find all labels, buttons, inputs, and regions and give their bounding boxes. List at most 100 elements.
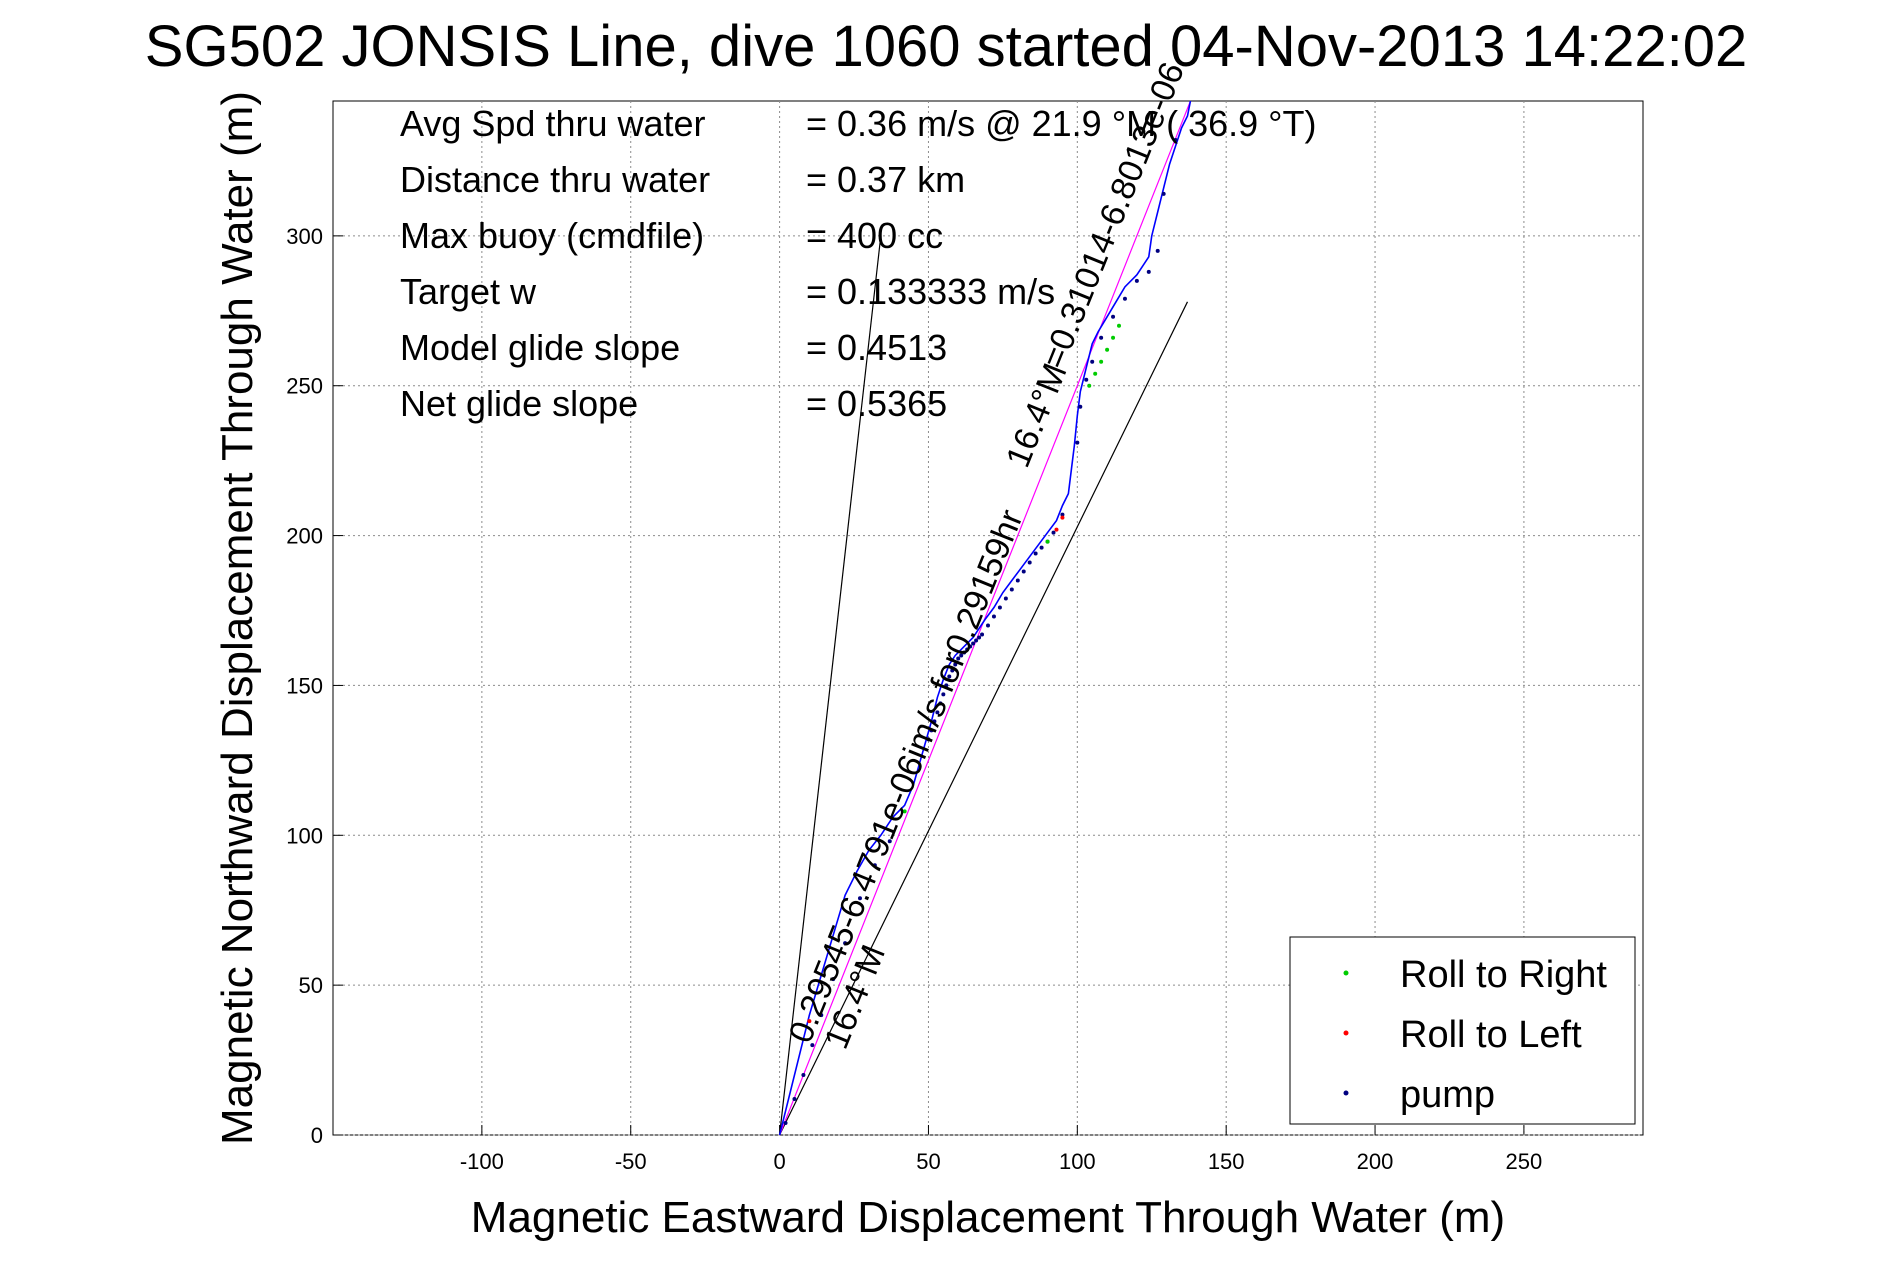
pump-point (1146, 269, 1151, 274)
y-tick-label: 200 (286, 524, 323, 549)
x-tick-label: 50 (916, 1149, 940, 1174)
info-value: = 0.133333 m/s (806, 271, 1055, 312)
info-value: = 0.37 km (806, 159, 965, 200)
x-axis-label: Magnetic Eastward Displacement Through W… (471, 1193, 1505, 1242)
pump-point (887, 839, 892, 844)
pump-point (980, 632, 985, 637)
pump-point (1075, 440, 1080, 445)
pump-point (1051, 530, 1056, 535)
pump-point (1155, 248, 1160, 253)
legend-marker (1343, 970, 1349, 976)
legend-label: Roll to Right (1400, 954, 1607, 996)
pump-point (968, 644, 973, 649)
pump-point (947, 674, 952, 679)
pump-point (938, 701, 943, 706)
chart-title: SG502 JONSIS Line, dive 1060 started 04-… (145, 14, 1747, 79)
y-axis-label: Magnetic Northward Displacement Through … (213, 91, 262, 1145)
pump-point (929, 728, 934, 733)
tick-labels: -100 -50 0 50 100 150 200 250 0 50 100 150 200 250 300 (286, 224, 1542, 1174)
dive-heading-line (779, 100, 1192, 1136)
roll-right-point (1111, 335, 1116, 340)
pump-point (974, 638, 979, 643)
pump-point (857, 896, 862, 901)
pump-point (819, 1013, 824, 1018)
info-panel: Avg Spd thru water = 0.36 m/s @ 21.9 °M (… (400, 103, 1317, 424)
x-tick-label: 150 (1208, 1149, 1245, 1174)
pump-point (1003, 596, 1008, 601)
info-label: Model glide slope (400, 327, 680, 368)
pump-point (1134, 278, 1139, 283)
pump-point (783, 1121, 788, 1126)
pump-point (971, 641, 976, 646)
pump-point (941, 692, 946, 697)
x-tick-label: -50 (615, 1149, 647, 1174)
pump-point (926, 737, 931, 742)
pump-point (953, 662, 958, 667)
info-label: Max buoy (cmdfile) (400, 215, 704, 256)
pump-point (991, 614, 996, 619)
pump-point (801, 1073, 806, 1078)
roll-right-point (1093, 371, 1098, 376)
pump-point (792, 1097, 797, 1102)
legend-marker (1343, 1090, 1349, 1096)
legend-marker (1343, 1030, 1349, 1036)
y-tick-label: 250 (286, 374, 323, 399)
pump-point (1161, 191, 1166, 196)
info-value: = 0.36 m/s @ 21.9 °M ( 36.9 °T) (806, 103, 1317, 144)
pump-point (1009, 587, 1014, 592)
y-tick-label: 300 (286, 224, 323, 249)
y-tick-label: 100 (286, 823, 323, 848)
pump-point (1122, 296, 1127, 301)
pump-point (810, 1043, 815, 1048)
legend-label: Roll to Left (1400, 1014, 1582, 1056)
roll-left-point (807, 1019, 812, 1024)
legend: Roll to Right Roll to Left pump (1289, 936, 1636, 1125)
pump-point (1173, 137, 1178, 142)
y-tick-label: 150 (286, 673, 323, 698)
pump-point (950, 668, 955, 673)
info-value: = 0.4513 (806, 327, 947, 368)
x-tick-label: -100 (460, 1149, 504, 1174)
info-label: Distance thru water (400, 159, 710, 200)
x-tick-label: 250 (1506, 1149, 1543, 1174)
pump-point (997, 605, 1002, 610)
track-layer (778, 100, 1192, 1136)
reference-lines (778, 100, 1192, 1136)
info-label: Target w (400, 271, 537, 312)
pump-point (962, 650, 967, 655)
pump-point (986, 623, 990, 628)
pump-point (1033, 551, 1038, 556)
roll-right-point (1105, 347, 1110, 352)
roll-right-point (1099, 359, 1104, 364)
pump-point (1099, 335, 1104, 340)
points-layer (783, 137, 1178, 1126)
x-tick-label: 100 (1059, 1149, 1096, 1174)
pump-point (959, 653, 964, 658)
reference-line (779, 301, 1189, 1136)
roll-right-point (1087, 383, 1092, 388)
roll-right-point (1045, 539, 1050, 544)
roll-right-point (902, 809, 907, 814)
roll-right-point (1117, 323, 1121, 328)
roll-left-point (1054, 527, 1059, 532)
info-value: = 400 cc (806, 215, 943, 256)
pump-point (1111, 314, 1116, 319)
pump-point (935, 710, 940, 715)
roll-left-point (1060, 515, 1065, 520)
reference-line (778, 235, 882, 1136)
y-tick-label: 0 (311, 1123, 323, 1148)
pump-point (1015, 578, 1020, 583)
track-line (778, 100, 1192, 1136)
pump-point (956, 656, 961, 661)
x-tick-label: 0 (773, 1149, 785, 1174)
info-label: Net glide slope (400, 383, 638, 424)
pump-point (1021, 569, 1026, 574)
pump-point (932, 719, 937, 724)
pump-point (1060, 512, 1065, 517)
pump-point (1078, 404, 1083, 409)
pump-point (1084, 377, 1089, 382)
info-value: = 0.5365 (806, 383, 947, 424)
pump-point (977, 635, 982, 640)
pump-point (1090, 359, 1095, 364)
